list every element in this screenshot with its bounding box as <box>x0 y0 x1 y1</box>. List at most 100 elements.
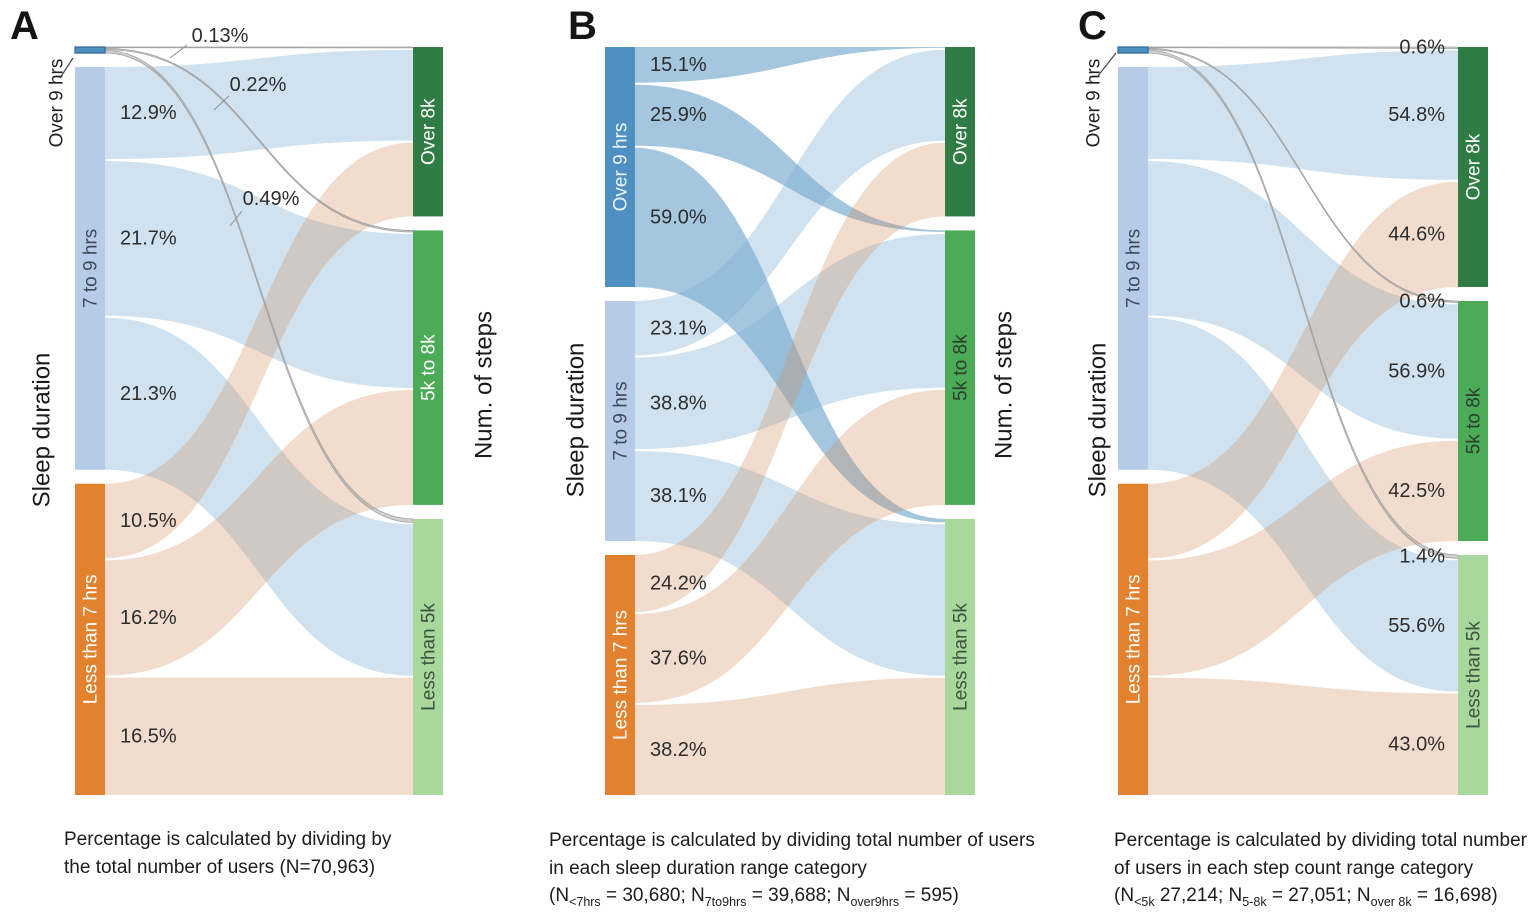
flow-label-over9-over8k: 0.6% <box>1399 37 1445 59</box>
panel-letter-c: C <box>1078 4 1107 48</box>
node-over8k <box>945 47 975 217</box>
flow-7to9-5to8k <box>635 233 945 450</box>
node-label-over8k: Over 8k <box>1464 133 1485 200</box>
flow-lt7-lt5k <box>635 677 945 795</box>
node-label-over8k: Over 8k <box>951 98 972 165</box>
flow-callout-line <box>169 44 188 59</box>
node-over8k <box>1458 47 1488 287</box>
flow-lt7-5to8k <box>635 389 945 703</box>
caption-line: Percentage is calculated by dividing tot… <box>549 830 1035 851</box>
node-label-lt7: Less than 7 hrs <box>1124 574 1145 704</box>
node-label-7to9: 7 to 9 hrs <box>611 381 632 460</box>
sankey-C: 7 to 9 hrs Less than 7 hrs Over 8k 5k to 8k… <box>1084 37 1488 795</box>
flow-label-over9-over8k: 0.13% <box>192 25 249 47</box>
node-lt5k <box>1458 555 1488 795</box>
caption-line: of users in each step count range catego… <box>1114 857 1474 879</box>
axis-label-sleep-duration: Sleep duration <box>1085 343 1112 498</box>
flow-label-over9-lt5k: 0.49% <box>243 188 300 210</box>
flow-lt7-5to8k <box>1148 440 1458 676</box>
node-label-lt5k: Less than 5k <box>1464 621 1485 729</box>
panel-letter-b: B <box>568 4 597 48</box>
node-lt7 <box>605 555 635 795</box>
node-callout-line <box>1096 52 1117 78</box>
node-label-5to8k: 5k to 8k <box>951 334 972 401</box>
flow-label-over9-lt5k: 59.0% <box>650 206 707 228</box>
caption-line: (N<7hrs = 30,680; N7to9hrs = 39,688; Nov… <box>549 885 959 909</box>
flow-callout-line <box>213 95 230 111</box>
node-label-over9: Over 9 hrs <box>47 59 68 148</box>
flow-label-7to9-lt5k: 21.3% <box>120 383 177 405</box>
caption-line: the total number of users (N=70,963) <box>64 856 376 878</box>
flow-label-7to9-over8k: 23.1% <box>650 317 707 339</box>
flow-lt7-lt5k <box>105 677 413 795</box>
axis-label-num-of-steps: Num. of steps <box>471 311 498 459</box>
sankey-B: Over 9 hrs 7 to 9 hrs Less than 7 hrs Over … <box>563 47 1018 795</box>
flow-label-lt7-lt5k: 16.5% <box>120 725 177 747</box>
caption-line: in each sleep duration range category <box>549 857 867 879</box>
node-over9 <box>605 47 635 287</box>
node-label-lt7: Less than 7 hrs <box>611 610 632 740</box>
node-callout-line <box>59 57 74 79</box>
flow-label-7to9-over8k: 54.8% <box>1388 104 1445 126</box>
flow-7to9-lt5k <box>105 317 413 676</box>
node-7to9 <box>605 301 635 541</box>
caption-B: Percentage is calculated by dividing tot… <box>549 827 1035 910</box>
caption-line: Percentage is calculated by dividing by <box>64 829 392 850</box>
flow-lt7-5to8k <box>105 389 413 676</box>
flow-7to9-5to8k <box>1148 160 1458 439</box>
flow-label-lt7-5to8k: 37.6% <box>650 647 707 669</box>
flow-label-7to9-5to8k: 56.9% <box>1388 361 1445 383</box>
flow-7to9-over8k <box>1148 50 1458 180</box>
node-label-over9: Over 9 hrs <box>611 123 632 212</box>
node-label-7to9: 7 to 9 hrs <box>81 229 102 308</box>
flow-label-over9-5to8k: 25.9% <box>650 104 707 126</box>
node-label-lt7: Less than 7 hrs <box>81 574 102 704</box>
node-label-lt5k: Less than 5k <box>419 603 440 711</box>
flow-7to9-over8k <box>635 49 945 356</box>
flow-label-over9-over8k: 15.1% <box>650 54 707 76</box>
node-label-7to9: 7 to 9 hrs <box>1124 229 1145 308</box>
flow-over9-over8k <box>635 47 945 83</box>
flow-label-over9-5to8k: 0.6% <box>1399 291 1445 313</box>
flow-label-lt7-5to8k: 42.5% <box>1388 480 1445 502</box>
node-label-over9: Over 9 hrs <box>1084 59 1105 148</box>
flow-label-lt7-over8k: 24.2% <box>650 573 707 595</box>
flow-label-lt7-5to8k: 16.2% <box>120 607 177 629</box>
flow-callout-line <box>229 210 243 227</box>
node-over9 <box>1117 46 1149 54</box>
axis-label-sleep-duration: Sleep duration <box>563 343 590 498</box>
axis-label-sleep-duration: Sleep duration <box>29 353 56 508</box>
node-5to8k <box>945 230 975 505</box>
flow-label-over9-lt5k: 1.4% <box>1399 546 1445 568</box>
flow-label-7to9-5to8k: 21.7% <box>120 227 177 249</box>
flow-label-lt7-lt5k: 43.0% <box>1388 733 1445 755</box>
node-7to9 <box>75 67 105 470</box>
flow-over9-over8k <box>104 46 414 49</box>
caption-line: (N<5k 27,214; N5-8k = 27,051; Nover 8k =… <box>1114 885 1498 909</box>
flow-label-over9-5to8k: 0.22% <box>230 74 287 96</box>
sankey-A: 7 to 9 hrs Less than 7 hrs Over 8k 5k to 8k… <box>29 25 498 795</box>
node-lt7 <box>1118 483 1148 795</box>
flow-lt7-over8k <box>635 142 945 613</box>
flow-label-7to9-over8k: 12.9% <box>120 102 177 124</box>
flow-label-lt7-over8k: 10.5% <box>120 510 177 532</box>
node-label-5to8k: 5k to 8k <box>419 334 440 401</box>
caption-A: Percentage is calculated by dividing by t… <box>64 826 391 881</box>
node-5to8k <box>413 230 443 505</box>
node-over9 <box>74 46 106 54</box>
flow-over9-lt5k <box>635 147 945 523</box>
caption-C: Percentage is calculated by dividing tot… <box>1114 827 1527 910</box>
panel-letter-a: A <box>10 4 39 48</box>
flow-lt7-over8k <box>105 142 413 559</box>
node-lt5k <box>413 518 443 795</box>
node-label-over8k: Over 8k <box>419 98 440 165</box>
flow-lt7-lt5k <box>1148 677 1458 795</box>
flow-label-7to9-lt5k: 55.6% <box>1388 615 1445 637</box>
flow-over9-5to8k <box>635 84 945 232</box>
node-lt5k <box>945 518 975 795</box>
node-7to9 <box>1118 67 1148 470</box>
node-5to8k <box>1458 301 1488 541</box>
node-lt7 <box>75 483 105 795</box>
node-label-lt5k: Less than 5k <box>951 603 972 711</box>
